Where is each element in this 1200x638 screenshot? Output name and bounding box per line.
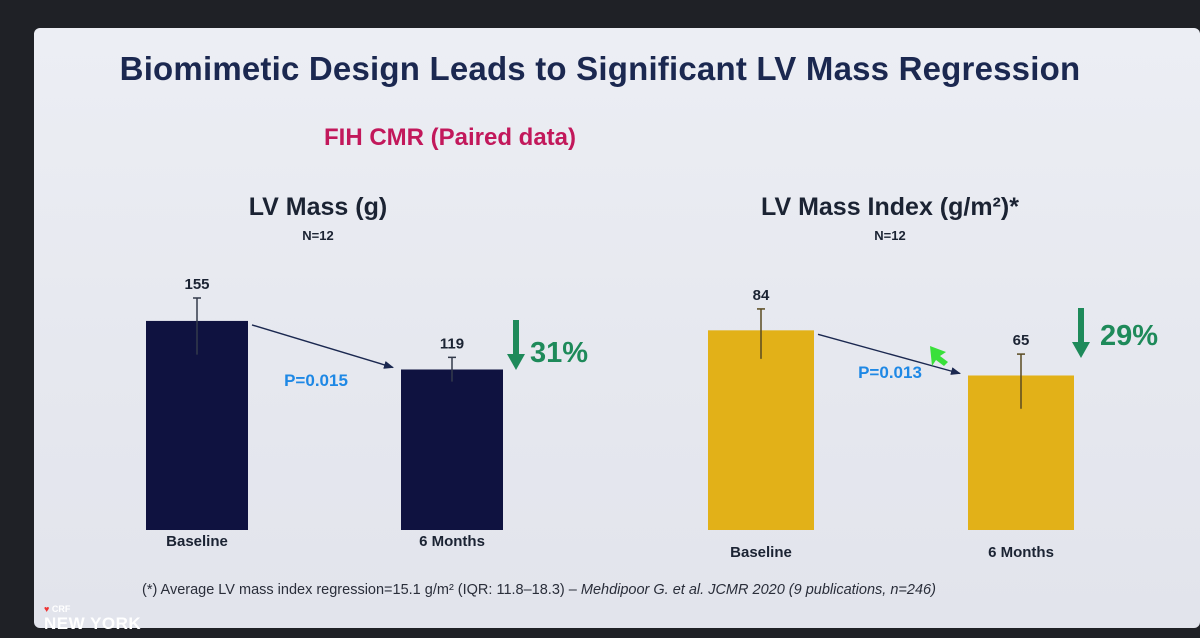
pointer-cursor-icon bbox=[930, 346, 948, 366]
data-label: 155 bbox=[184, 276, 209, 293]
footnote-citation: Mehdipoor G. et al. JCMR 2020 (9 publica… bbox=[580, 582, 936, 598]
slide-title: Biomimetic Design Leads to Significant L… bbox=[119, 50, 1081, 87]
crf-new-york-logo: CRF NEW YORK bbox=[44, 604, 141, 634]
bar bbox=[708, 330, 814, 530]
change-arrow bbox=[251, 324, 394, 369]
percent-change: 29% bbox=[1100, 320, 1158, 352]
data-label: 119 bbox=[440, 335, 464, 352]
data-label: 65 bbox=[1013, 332, 1030, 349]
category-label: Baseline bbox=[730, 544, 792, 561]
percent-change: 31% bbox=[530, 337, 588, 369]
chart-title: LV Mass (g) bbox=[249, 193, 387, 221]
footnote: (*) Average LV mass index regression=15.… bbox=[142, 582, 1082, 598]
bar bbox=[401, 369, 503, 530]
down-arrow-icon bbox=[507, 320, 525, 370]
chart-title: LV Mass Index (g/m²)* bbox=[761, 193, 1019, 221]
brand-large: NEW YORK bbox=[44, 614, 142, 633]
category-label: Baseline bbox=[166, 533, 228, 550]
category-label: 6 Months bbox=[988, 544, 1054, 561]
p-value: P=0.013 bbox=[858, 363, 922, 382]
chart-n-label: N=12 bbox=[874, 228, 905, 243]
bar bbox=[146, 320, 248, 530]
data-label: 84 bbox=[753, 287, 770, 304]
p-value: P=0.015 bbox=[284, 371, 348, 390]
brand-small: CRF bbox=[44, 604, 141, 614]
footnote-text: (*) Average LV mass index regression=15.… bbox=[142, 582, 581, 598]
chart-n-label: N=12 bbox=[302, 228, 333, 243]
change-arrow bbox=[817, 333, 961, 375]
slide-subtitle: FIH CMR (Paired data) bbox=[323, 124, 577, 151]
category-label: 6 Months bbox=[419, 533, 485, 550]
down-arrow-icon bbox=[1072, 308, 1090, 358]
